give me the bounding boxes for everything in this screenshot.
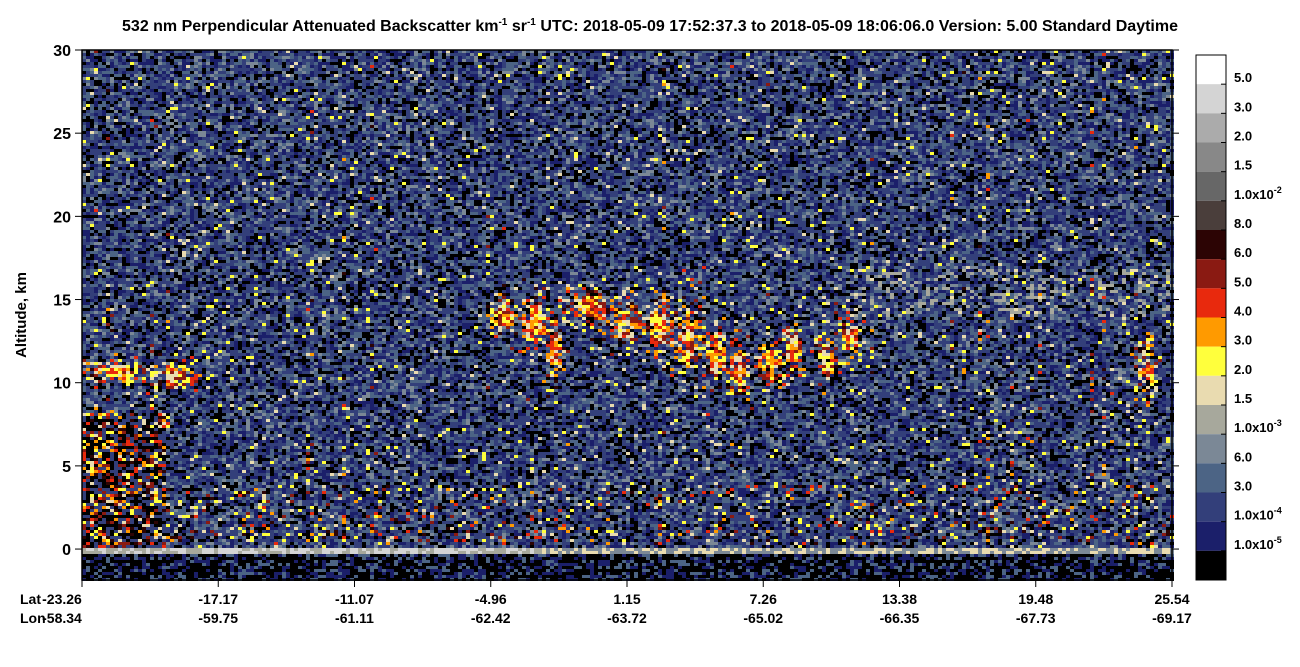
lon-tick-label: -62.42 [471, 610, 511, 626]
y-tick-label: 15 [53, 293, 71, 310]
lon-tick-label: -66.35 [880, 610, 920, 626]
colorbar-label: 5.0 [1234, 274, 1252, 289]
colorbar-swatch [1196, 375, 1226, 405]
lat-tick-label: 25.54 [1154, 591, 1189, 607]
lat-tick-label: -11.07 [335, 591, 374, 607]
lat-tick-label: 19.48 [1018, 591, 1053, 607]
colorbar-label: 3.0 [1234, 333, 1252, 348]
colorbar-swatch [1196, 200, 1226, 230]
lat-tick-label: 7.26 [750, 591, 777, 607]
colorbar-swatch [1196, 171, 1226, 201]
colorbar-label: 2.0 [1234, 129, 1252, 144]
lat-row-label: Lat [20, 591, 41, 607]
y-axis-label: Altitude, km [13, 272, 30, 358]
lon-tick-label: -69.17 [1152, 610, 1192, 626]
colorbar-swatch [1196, 463, 1226, 493]
colorbar-label: 1.5 [1234, 158, 1252, 173]
colorbar-label: 3.0 [1234, 99, 1252, 114]
colorbar-label-exp: -5 [1274, 535, 1282, 545]
colorbar-swatch [1196, 346, 1226, 376]
y-tick-label: 10 [53, 376, 71, 393]
lon-tick-label: -61.11 [335, 610, 374, 626]
colorbar-swatch [1196, 405, 1226, 435]
colorbar-label-base: 1.0x10 [1234, 537, 1274, 552]
colorbar-label-base: 1.0x10 [1234, 508, 1274, 523]
y-tick-label: 30 [53, 43, 71, 60]
colorbar-label-exp: -2 [1274, 185, 1282, 195]
colorbar-label: 6.0 [1234, 449, 1252, 464]
colorbar-swatch [1196, 230, 1226, 260]
y-tick-label: 20 [53, 209, 71, 226]
colorbar-swatch [1196, 113, 1226, 143]
colorbar-swatch [1196, 492, 1226, 522]
colorbar-label: 1.5 [1234, 391, 1252, 406]
colorbar-label-exp: -4 [1274, 506, 1282, 516]
lon-tick-label: -67.73 [1016, 610, 1056, 626]
colorbar-label-base: 1.0x10 [1234, 187, 1274, 202]
y-tick-label: 0 [62, 542, 71, 559]
backscatter-cells [82, 50, 1174, 581]
colorbar-label: 5.0 [1234, 70, 1252, 85]
colorbar-label: 1.0x10-2 [1234, 185, 1282, 202]
colorbar-label-base: 1.0x10 [1234, 420, 1274, 435]
colorbar-swatch [1196, 288, 1226, 318]
colorbar-swatch [1196, 550, 1226, 580]
lon-tick-label: -59.75 [198, 610, 238, 626]
lon-row-label: Lon [20, 610, 46, 626]
colorbar-swatch [1196, 259, 1226, 289]
axes: 0 5 10 15 20 25 30 -23.26 -58.34 -17.17 -59.75 -11.… [20, 43, 1192, 626]
backscatter-cells [82, 50, 1174, 581]
colorbar-label: 8.0 [1234, 216, 1252, 231]
colorbar: 5.03.02.01.51.0x10-28.06.05.04.03.02.01.… [1195, 54, 1282, 581]
colorbar-label-exp: -3 [1274, 418, 1282, 428]
backscatter-cells [82, 50, 1174, 581]
colorbar-label: 1.0x10-5 [1234, 535, 1282, 552]
colorbar-swatch [1196, 55, 1226, 85]
colorbar-label: 1.0x10-4 [1234, 506, 1282, 523]
colorbar-label: 6.0 [1234, 245, 1252, 260]
lat-tick-label: 1.15 [613, 591, 640, 607]
chart-title: 532 nm Perpendicular Attenuated Backscat… [122, 17, 1178, 35]
colorbar-label: 2.0 [1234, 362, 1252, 377]
lon-tick-label: -65.02 [743, 610, 783, 626]
y-tick-label: 5 [62, 459, 71, 476]
colorbar-swatch [1196, 317, 1226, 347]
backscatter-image [82, 50, 1174, 581]
colorbar-label: 1.0x10-3 [1234, 418, 1282, 435]
lat-tick-label: -17.17 [198, 591, 238, 607]
lon-tick-label: -58.34 [42, 610, 82, 626]
lat-tick-label: -4.96 [475, 591, 507, 607]
lon-tick-label: -63.72 [607, 610, 647, 626]
y-tick-label: 25 [53, 126, 71, 143]
backscatter-cells [82, 50, 1174, 548]
colorbar-swatch [1196, 142, 1226, 172]
colorbar-label: 3.0 [1234, 479, 1252, 494]
lat-tick-label: -23.26 [42, 591, 82, 607]
colorbar-swatch [1196, 84, 1226, 114]
colorbar-label: 4.0 [1234, 304, 1252, 319]
lat-tick-label: 13.38 [882, 591, 917, 607]
colorbar-swatch [1196, 434, 1226, 464]
colorbar-swatch [1196, 521, 1226, 551]
